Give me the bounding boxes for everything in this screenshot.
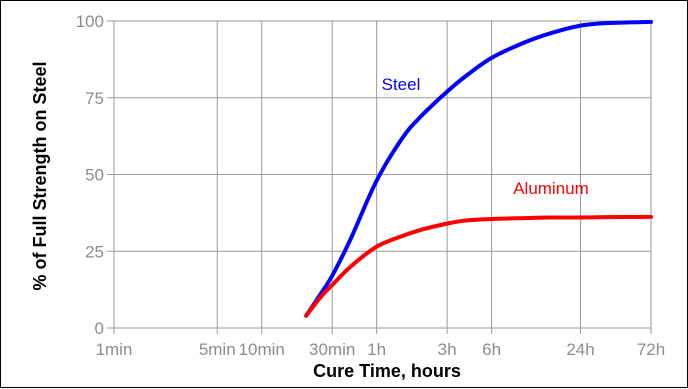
grid-layer	[114, 21, 651, 328]
series-layer	[306, 22, 651, 316]
y-tick-label: 0	[95, 319, 104, 338]
x-tick-label: 72h	[637, 340, 665, 359]
series-label-steel: Steel	[382, 75, 421, 94]
x-tick-label: 1min	[96, 340, 133, 359]
x-axis-title: Cure Time, hours	[313, 361, 461, 381]
y-tick-label: 25	[85, 242, 104, 261]
x-tick-label: 30min	[309, 340, 355, 359]
x-tick-label: 5min	[199, 340, 236, 359]
x-tick-label: 6h	[482, 340, 501, 359]
y-tick-label: 100	[76, 12, 104, 31]
y-tick-label: 75	[85, 89, 104, 108]
y-tick-label: 50	[85, 166, 104, 185]
series-line-aluminum	[306, 217, 651, 316]
x-tick-label: 10min	[239, 340, 285, 359]
series-label-aluminum: Aluminum	[513, 179, 589, 198]
series-line-steel	[306, 22, 651, 316]
x-tick-label: 1h	[367, 340, 386, 359]
y-axis-title: % of Full Strength on Steel	[30, 62, 50, 291]
x-tick-label: 24h	[566, 340, 594, 359]
x-tick-label: 3h	[438, 340, 457, 359]
